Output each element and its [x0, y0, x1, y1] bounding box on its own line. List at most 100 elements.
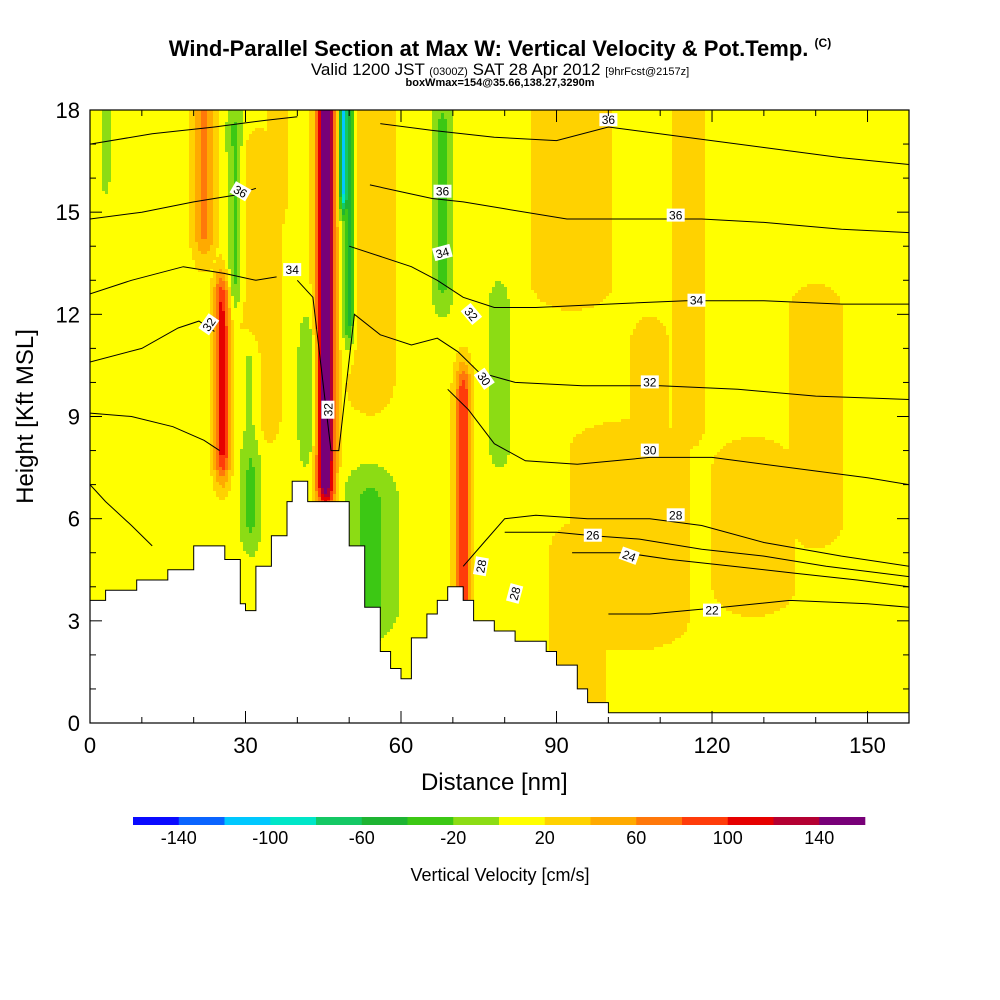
w-cell — [99, 545, 102, 548]
w-cell — [96, 539, 99, 542]
w-cell — [102, 224, 105, 227]
w-cell — [93, 260, 96, 263]
w-cell — [93, 149, 96, 152]
w-cell — [93, 278, 96, 281]
w-cell — [96, 164, 99, 167]
w-cell — [105, 251, 108, 254]
w-cell — [96, 248, 99, 251]
w-cell — [96, 242, 99, 245]
w-cell — [99, 587, 102, 590]
w-cell — [99, 206, 102, 209]
w-cell — [99, 191, 102, 194]
w-cell — [105, 278, 108, 281]
w-cell — [99, 536, 102, 539]
w-cell — [102, 131, 105, 134]
w-cell — [99, 263, 102, 266]
w-cell — [93, 113, 96, 116]
w-cell — [102, 551, 105, 554]
w-cell — [99, 281, 102, 284]
w-cell — [96, 479, 99, 482]
w-cell — [105, 311, 108, 314]
w-cell — [99, 539, 102, 542]
w-cell — [105, 116, 108, 119]
w-cell — [99, 500, 102, 503]
w-cell — [96, 185, 99, 188]
w-cell — [105, 254, 108, 257]
w-cell — [96, 584, 99, 587]
w-cell — [99, 401, 102, 404]
w-cell — [96, 158, 99, 161]
w-cell — [105, 269, 108, 272]
w-cell — [93, 338, 96, 341]
w-cell — [99, 275, 102, 278]
w-cell — [105, 260, 108, 263]
w-cell — [96, 524, 99, 527]
w-cell — [93, 221, 96, 224]
w-cell — [102, 263, 105, 266]
w-cell — [102, 377, 105, 380]
w-cell — [99, 593, 102, 596]
w-cell — [102, 437, 105, 440]
w-cell — [102, 113, 105, 116]
w-cell — [99, 461, 102, 464]
w-cell — [96, 353, 99, 356]
w-cell — [102, 335, 105, 338]
w-cell — [102, 233, 105, 236]
w-cell — [96, 509, 99, 512]
w-cell — [96, 554, 99, 557]
w-cell — [105, 221, 108, 224]
w-cell — [99, 566, 102, 569]
w-cell — [93, 509, 96, 512]
w-cell — [105, 317, 108, 320]
w-cell — [99, 578, 102, 581]
w-cell — [102, 503, 105, 506]
w-cell — [105, 320, 108, 323]
w-cell — [96, 521, 99, 524]
w-cell — [93, 455, 96, 458]
w-cell — [99, 296, 102, 299]
w-cell — [96, 380, 99, 383]
w-cell — [102, 146, 105, 149]
w-cell — [99, 221, 102, 224]
w-cell — [96, 347, 99, 350]
w-cell — [102, 533, 105, 536]
w-cell — [93, 404, 96, 407]
w-cell — [102, 236, 105, 239]
w-cell — [102, 458, 105, 461]
w-cell — [102, 293, 105, 296]
w-cell — [93, 134, 96, 137]
w-cell — [99, 353, 102, 356]
w-cell — [96, 326, 99, 329]
w-cell — [93, 200, 96, 203]
w-cell — [99, 521, 102, 524]
w-cell — [93, 323, 96, 326]
w-cell — [93, 470, 96, 473]
w-cell — [96, 344, 99, 347]
w-cell — [99, 323, 102, 326]
w-cell — [102, 371, 105, 374]
w-cell — [96, 263, 99, 266]
w-cell — [99, 509, 102, 512]
w-cell — [102, 479, 105, 482]
w-cell — [99, 308, 102, 311]
w-cell — [96, 113, 99, 116]
w-cell — [96, 563, 99, 566]
w-cell — [93, 122, 96, 125]
w-cell — [93, 326, 96, 329]
w-cell — [105, 125, 108, 128]
w-cell — [102, 176, 105, 179]
w-cell — [99, 419, 102, 422]
w-cell — [93, 437, 96, 440]
w-cell — [102, 350, 105, 353]
w-cell — [93, 524, 96, 527]
w-cell — [102, 272, 105, 275]
w-cell — [93, 356, 96, 359]
w-cell — [105, 143, 108, 146]
w-cell — [96, 572, 99, 575]
w-cell — [96, 338, 99, 341]
w-cell — [93, 179, 96, 182]
w-cell — [99, 398, 102, 401]
w-cell — [102, 221, 105, 224]
w-cell — [99, 332, 102, 335]
w-cell — [102, 536, 105, 539]
